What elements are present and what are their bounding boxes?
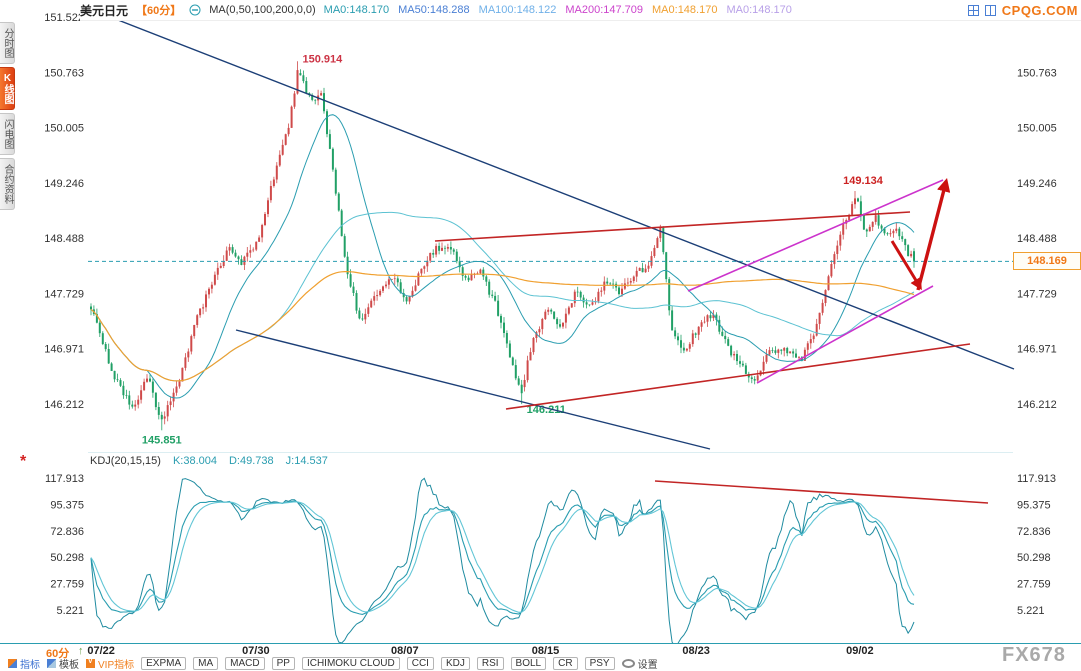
kdj-title: KDJ(20,15,15) <box>90 455 161 467</box>
indicator-icon <box>8 658 17 668</box>
kdj-lines <box>90 477 915 643</box>
toolbar-button-expma[interactable]: EXPMA <box>141 656 187 670</box>
sidebar-item-合约资料[interactable]: 合约资料 <box>0 158 15 210</box>
axis-label: 146.212 <box>1017 399 1057 411</box>
toolbar-link-设置[interactable]: 设置 <box>621 656 658 671</box>
last-price-badge: 148.169 <box>1013 252 1081 270</box>
axis-label: 148.488 <box>44 233 84 245</box>
axis-label: 151.522 <box>44 12 84 24</box>
axis-label: 146.971 <box>44 344 84 356</box>
x-axis-date: 09/02 <box>846 645 874 657</box>
axis-label: 150.005 <box>44 123 84 135</box>
toolbar-button-cci[interactable]: CCI <box>406 656 434 670</box>
layout-grid-icon[interactable] <box>967 4 979 16</box>
top-bar-right: CPQG.COM <box>967 2 1081 18</box>
toolbar-button-boll[interactable]: BOLL <box>510 656 547 670</box>
axis-label: 72.836 <box>50 526 84 538</box>
toolbar-link-VIP指标[interactable]: VIP指标 <box>86 656 134 671</box>
toolbar-button-psy[interactable]: PSY <box>584 656 615 670</box>
axis-label: 117.913 <box>45 473 84 485</box>
axis-label: 50.298 <box>50 552 84 564</box>
axis-label: 148.488 <box>1017 233 1057 245</box>
axis-label: 150.763 <box>44 67 84 79</box>
symbol-name: 美元日元 <box>80 3 129 18</box>
up-arrow-icon: ↑ <box>78 645 84 657</box>
toolbar-button-pp[interactable]: PP <box>271 656 295 670</box>
bottom-toolbar: 指标 模板 VIP指标 EXPMA MA MACD PP ICHIMOKU CLOUD CCI K… <box>0 656 1008 671</box>
price-annotation: 146.211 <box>527 404 566 416</box>
axis-label: 50.298 <box>1017 552 1051 564</box>
axis-label: 150.005 <box>1017 123 1057 135</box>
axis-label: 146.212 <box>44 399 84 411</box>
period-badge[interactable]: 60分 <box>46 648 70 660</box>
axis-label: 149.246 <box>1017 178 1057 190</box>
ma-value: MA0:148.170 <box>323 4 390 16</box>
template-icon <box>47 658 56 668</box>
toolbar-link-label: VIP指标 <box>98 659 135 671</box>
x-axis-row: 60分 ↑ 07/22 07/30 08/07 08/15 08/23 09/02 <box>0 645 1081 660</box>
layout-split-icon[interactable] <box>984 4 996 16</box>
toolbar-link-指标[interactable]: 指标 <box>8 656 40 671</box>
axis-label: 5.221 <box>56 605 84 617</box>
left-sidebar: 分时图 K线图闪电图合约资料 <box>0 22 15 210</box>
axis-label: 150.763 <box>1017 67 1057 79</box>
toolbar-button-macd[interactable]: MACD <box>225 656 265 670</box>
axis-label: 117.913 <box>1017 473 1056 485</box>
kdj-j-value: J:14.537 <box>285 455 328 467</box>
x-axis-date: 08/15 <box>531 645 560 657</box>
toolbar-button-ichimoku-cloud[interactable]: ICHIMOKU CLOUD <box>301 656 400 670</box>
analyst-drawings[interactable] <box>117 19 1015 504</box>
toolbar-link-label: 指标 <box>20 659 40 671</box>
price-annotation: 149.134 <box>843 175 884 187</box>
axis-label: 95.375 <box>50 499 84 511</box>
gear-icon <box>621 658 635 668</box>
axis-labels: 151.522 150.763 150.005 149.246 148.488 147.7… <box>44 12 1057 617</box>
ma-value: MA50:148.288 <box>398 4 470 16</box>
axis-label: 72.836 <box>1017 526 1051 538</box>
watermark: FX678 <box>1002 644 1066 666</box>
x-axis-date: 08/23 <box>682 645 710 657</box>
axis-label: 27.759 <box>50 579 84 591</box>
ma-values: MA0:148.170 MA50:148.288 MA100:148.122 MA20… <box>324 4 792 16</box>
axis-label: 27.759 <box>1017 579 1051 591</box>
x-axis-date: 07/30 <box>242 645 270 657</box>
axis-label: 5.221 <box>1017 605 1045 617</box>
sidebar-item-K线图[interactable]: K线图 <box>0 67 15 110</box>
top-bar: 美元日元 【60分】 MA(0,50,100,200,0,0) MA0:148.… <box>80 0 1081 21</box>
toolbar-button-cr[interactable]: CR <box>553 656 578 670</box>
price-annotation: 150.914 <box>302 53 343 65</box>
toolbar-button-ma[interactable]: MA <box>193 656 219 670</box>
axis-label: 147.729 <box>44 288 84 300</box>
ma-value: MA0:148.170 <box>652 4 718 16</box>
brand-logo[interactable]: CPQG.COM <box>1001 2 1078 18</box>
sidebar-item-闪电图[interactable]: 闪电图 <box>0 113 15 155</box>
axis-label: 149.246 <box>44 178 84 190</box>
axis-label: 95.375 <box>1017 499 1051 511</box>
kdj-header: KDJ(20,15,15) K:38.004 D:49.738 J:14.537 <box>90 455 328 469</box>
toolbar-link-label: 设置 <box>637 659 658 671</box>
price-annotation: 145.851 <box>142 434 182 446</box>
kdj-settings-icon[interactable]: * <box>20 453 27 470</box>
ma-formula: MA(0,50,100,200,0,0) <box>209 4 316 16</box>
kdj-d-value: D:49.738 <box>228 455 274 467</box>
ma-value: MA200:147.709 <box>565 4 644 16</box>
kdj-k-value: K:38.004 <box>172 455 217 467</box>
axis-label: 146.971 <box>1017 344 1057 356</box>
vip-icon <box>86 658 95 668</box>
period-label: 【60分】 <box>136 5 182 17</box>
toolbar-button-rsi[interactable]: RSI <box>476 656 504 670</box>
ma-value: MA0:148.170 <box>726 4 792 16</box>
indicator-tag-icon[interactable] <box>189 4 201 16</box>
x-axis-date: 07/22 <box>87 645 115 657</box>
axis-label: 147.729 <box>1017 288 1057 300</box>
ma-value: MA100:148.122 <box>478 4 557 16</box>
toolbar-button-kdj[interactable]: KDJ <box>440 656 470 670</box>
sidebar-item-分时图[interactable]: 分时图 <box>0 22 15 64</box>
toolbar-link-label: 模板 <box>59 659 79 671</box>
toolbar-link-模板[interactable]: 模板 <box>47 656 79 671</box>
moving-averages <box>90 114 915 399</box>
x-axis-date: 08/07 <box>391 645 419 657</box>
